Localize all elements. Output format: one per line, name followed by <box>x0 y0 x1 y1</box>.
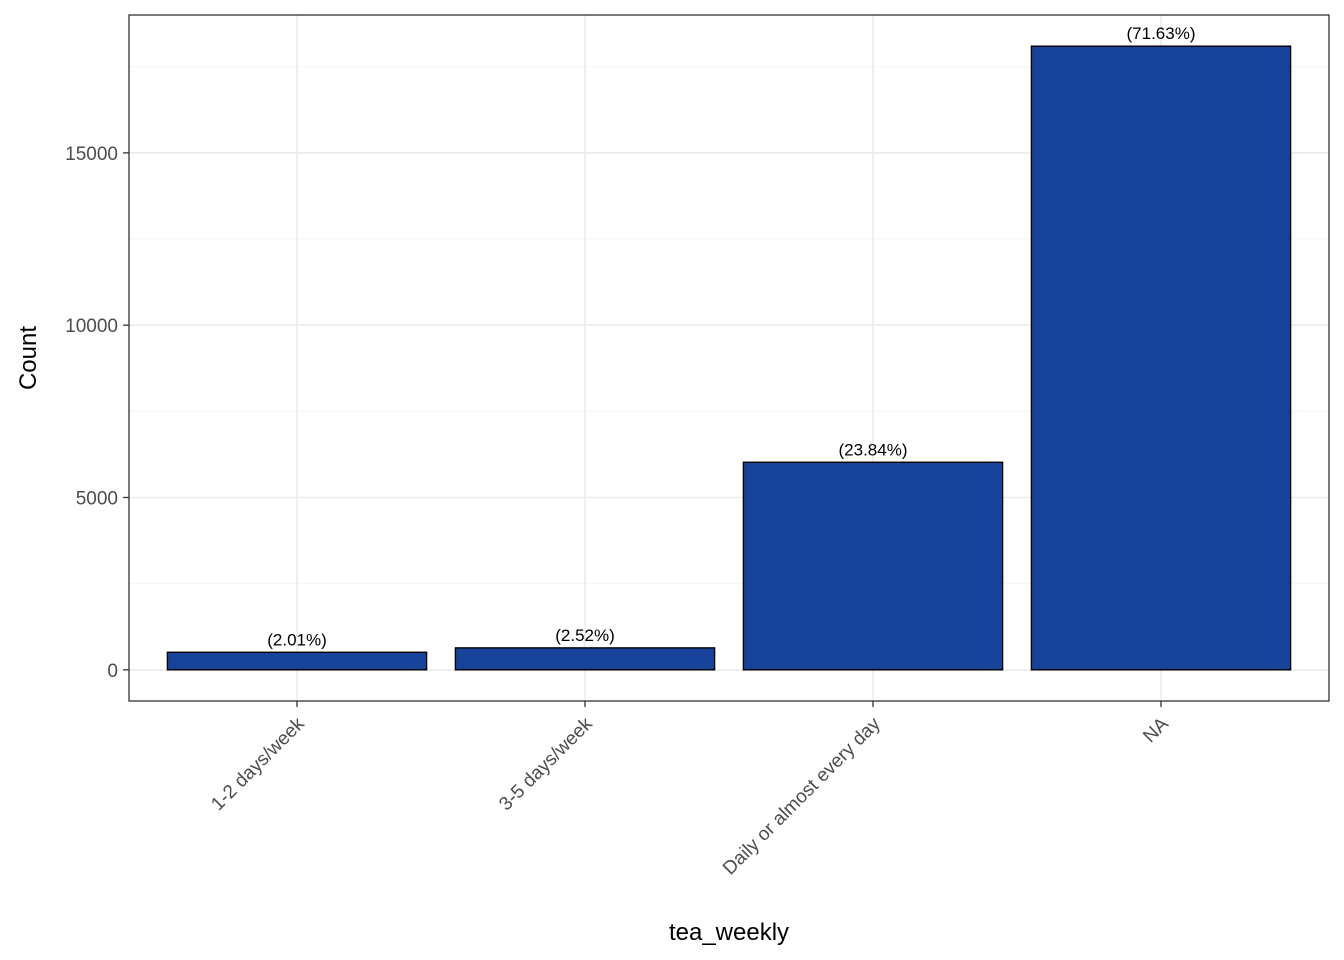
y-tick-label: 15000 <box>65 144 118 165</box>
y-tick-label: 10000 <box>65 316 118 337</box>
data-label: (71.63%) <box>1127 24 1196 43</box>
bar <box>742 461 1004 671</box>
bar <box>1030 45 1292 671</box>
data-label: (2.01%) <box>267 630 327 649</box>
panel-border <box>128 14 1330 702</box>
x-tick-label: NA <box>1139 713 1173 747</box>
x-tick-label: Daily or almost every day <box>719 713 885 879</box>
y-axis: 0 5000 10000 15000 <box>65 144 129 682</box>
bars <box>166 45 1292 671</box>
y-tick-label: 0 <box>107 661 118 682</box>
x-tick-label: 3-5 days/week <box>495 713 597 815</box>
bar <box>454 647 716 671</box>
data-labels: (2.01%) (2.52%) (23.84%) (71.63%) <box>267 24 1195 649</box>
y-tick-label: 5000 <box>76 488 118 509</box>
x-axis: 1-2 days/week 3-5 days/week Daily or almos… <box>207 701 1173 879</box>
data-label: (2.52%) <box>555 626 615 645</box>
y-axis-title: Count <box>15 326 42 390</box>
data-label: (23.84%) <box>839 440 908 459</box>
bar <box>166 651 428 671</box>
x-axis-title: tea_weekly <box>669 919 789 946</box>
x-tick-label: 1-2 days/week <box>207 713 309 815</box>
